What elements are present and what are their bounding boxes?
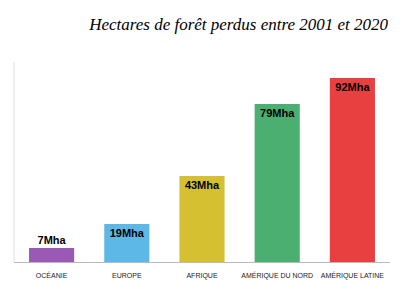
y-axis-line [14,62,15,262]
data-label: 7Mha [38,234,67,246]
data-label: 43Mha [185,179,220,191]
bar [179,176,224,262]
x-tick-label: AMÉRIQUE DU NORD [241,271,313,280]
bar [29,248,74,262]
chart-svg: Hectares de forêt perdus entre 2001 et 2… [0,0,400,300]
bars [29,78,375,262]
title: Hectares de forêt perdus entre 2001 et 2… [88,15,388,34]
x-tick-label: AMÉRIQUE LATINE [321,271,385,280]
bar [330,78,375,262]
x-tick-label: AFRIQUE [186,272,217,280]
data-label: 79Mha [260,107,295,119]
background [0,0,400,300]
chart-container: Hectares de forêt perdus entre 2001 et 2… [0,0,400,300]
x-tick-label: EUROPE [112,272,142,279]
x-axis-line [14,262,390,263]
data-label: 19Mha [110,227,145,239]
data-label: 92Mha [335,81,370,93]
x-tick-label: OCÉANIE [36,271,68,279]
bar [104,224,149,262]
bar [255,104,300,262]
